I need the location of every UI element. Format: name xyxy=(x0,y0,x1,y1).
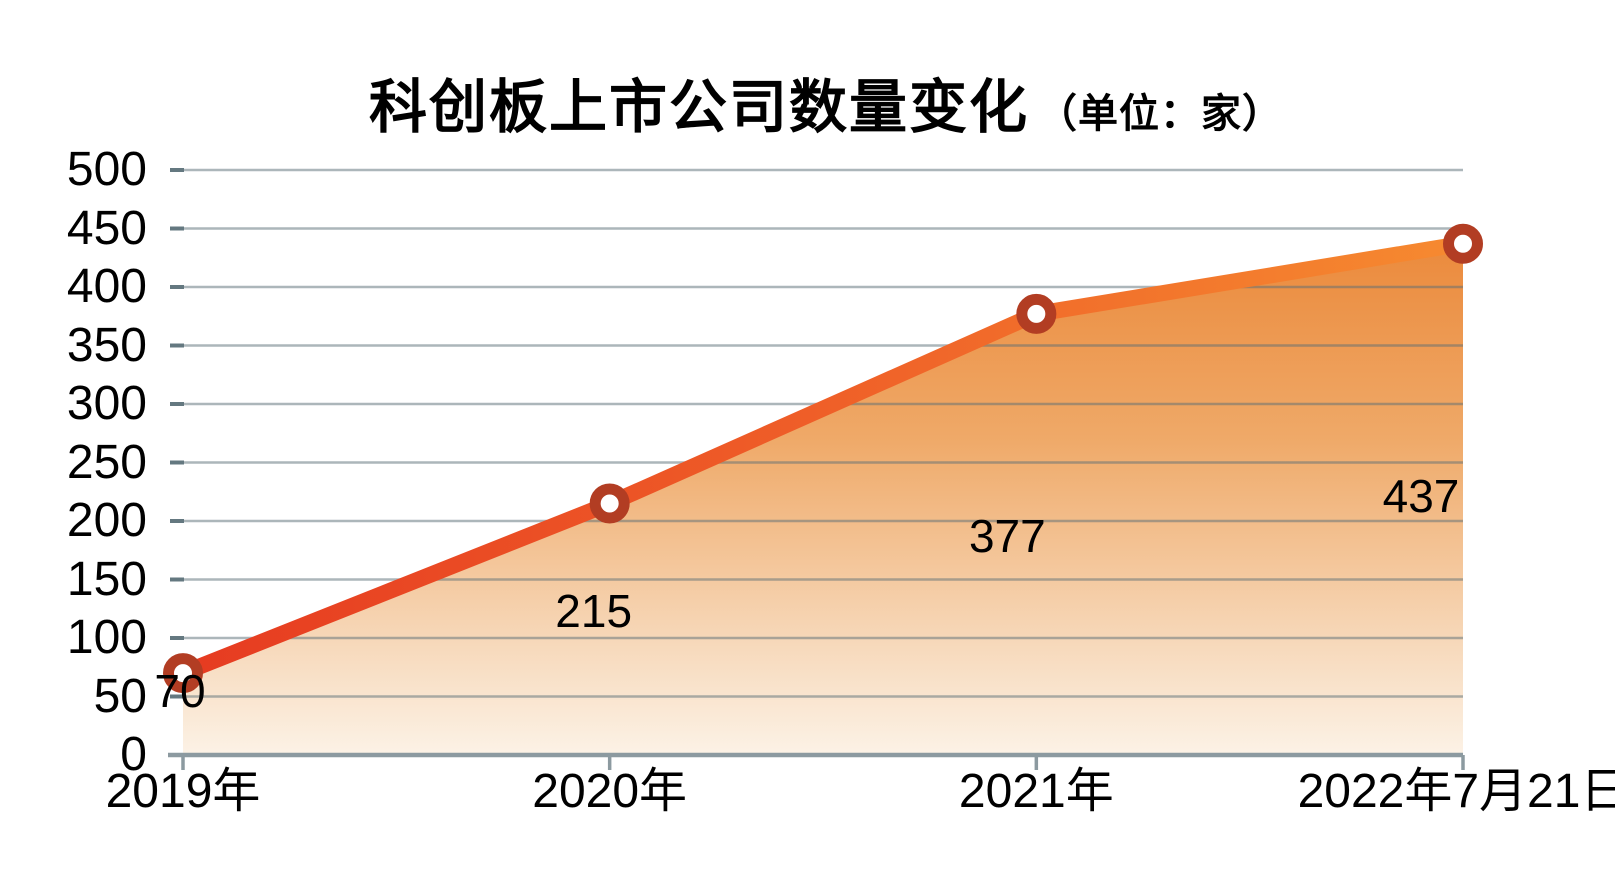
data-point-marker xyxy=(1016,293,1057,334)
data-label: 215 xyxy=(555,585,633,638)
x-tick-label: 2020年 xyxy=(532,765,688,818)
data-label: 377 xyxy=(968,509,1046,562)
y-tick-label: 150 xyxy=(66,552,147,606)
y-tick-label: 0 xyxy=(120,728,147,781)
chart-title-text: 科创板上市公司数量变化 xyxy=(368,75,1030,140)
x-tick-label: 2021年 xyxy=(958,765,1114,818)
y-tick-label: 250 xyxy=(66,435,147,489)
series-area-fill xyxy=(183,243,1463,755)
y-tick-label: 50 xyxy=(93,669,147,723)
x-tick-label: 2022年7月21日 xyxy=(1297,765,1615,818)
y-tick-label: 500 xyxy=(66,143,147,196)
y-tick-label: 100 xyxy=(66,611,147,664)
data-point-marker xyxy=(1443,223,1483,264)
chart-title-unit: （单位：家） xyxy=(1037,92,1284,136)
data-label: 70 xyxy=(154,665,206,718)
x-tick-label: 2019年 xyxy=(105,765,261,818)
series-line xyxy=(175,235,1471,682)
y-tick-label: 450 xyxy=(66,201,147,255)
data-label: 437 xyxy=(1382,469,1460,522)
data-point-marker xyxy=(163,653,203,694)
data-point-marker xyxy=(589,483,630,524)
chart-title: 科创板上市公司数量变化 （单位：家） xyxy=(369,60,1283,144)
y-tick-label: 400 xyxy=(66,260,147,313)
y-tick-label: 200 xyxy=(66,494,147,547)
y-tick-label: 350 xyxy=(66,318,147,372)
y-tick-label: 300 xyxy=(66,377,147,430)
